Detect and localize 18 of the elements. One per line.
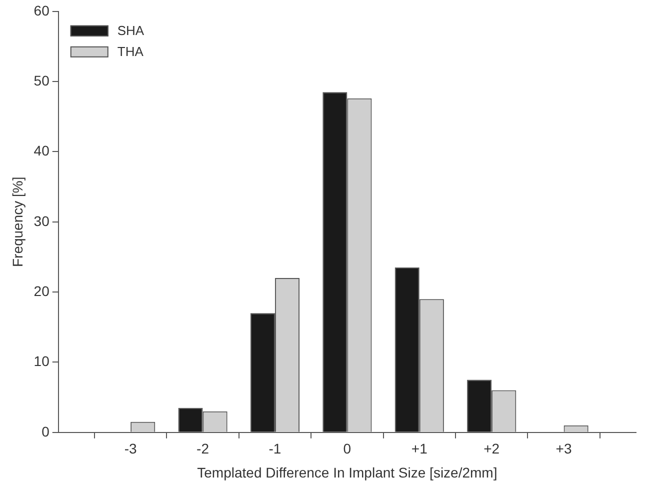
y-tick-label: 10 bbox=[34, 353, 50, 370]
x-tick-label: +2 bbox=[484, 440, 500, 457]
y-tick-label: 0 bbox=[42, 423, 50, 440]
x-tick-label: +1 bbox=[411, 440, 428, 457]
legend-label: THA bbox=[117, 44, 144, 59]
y-tick-label: 60 bbox=[34, 2, 50, 18]
y-axis-title: Frequency [%] bbox=[9, 176, 26, 268]
y-tick-label: 40 bbox=[34, 142, 50, 159]
x-tick-label: -2 bbox=[196, 440, 210, 457]
legend-label: SHA bbox=[117, 22, 144, 38]
x-tick-label: 0 bbox=[343, 440, 352, 457]
y-tick-label: 20 bbox=[34, 282, 50, 299]
y-tick-label: 50 bbox=[34, 72, 50, 88]
x-tick-label: -3 bbox=[124, 440, 138, 457]
x-tick-label: -1 bbox=[268, 440, 282, 457]
y-tick-label: 30 bbox=[34, 212, 50, 229]
x-axis-title: Templated Difference In Implant Size [size/2mm] bbox=[197, 464, 498, 480]
x-tick-label: +3 bbox=[556, 440, 572, 457]
